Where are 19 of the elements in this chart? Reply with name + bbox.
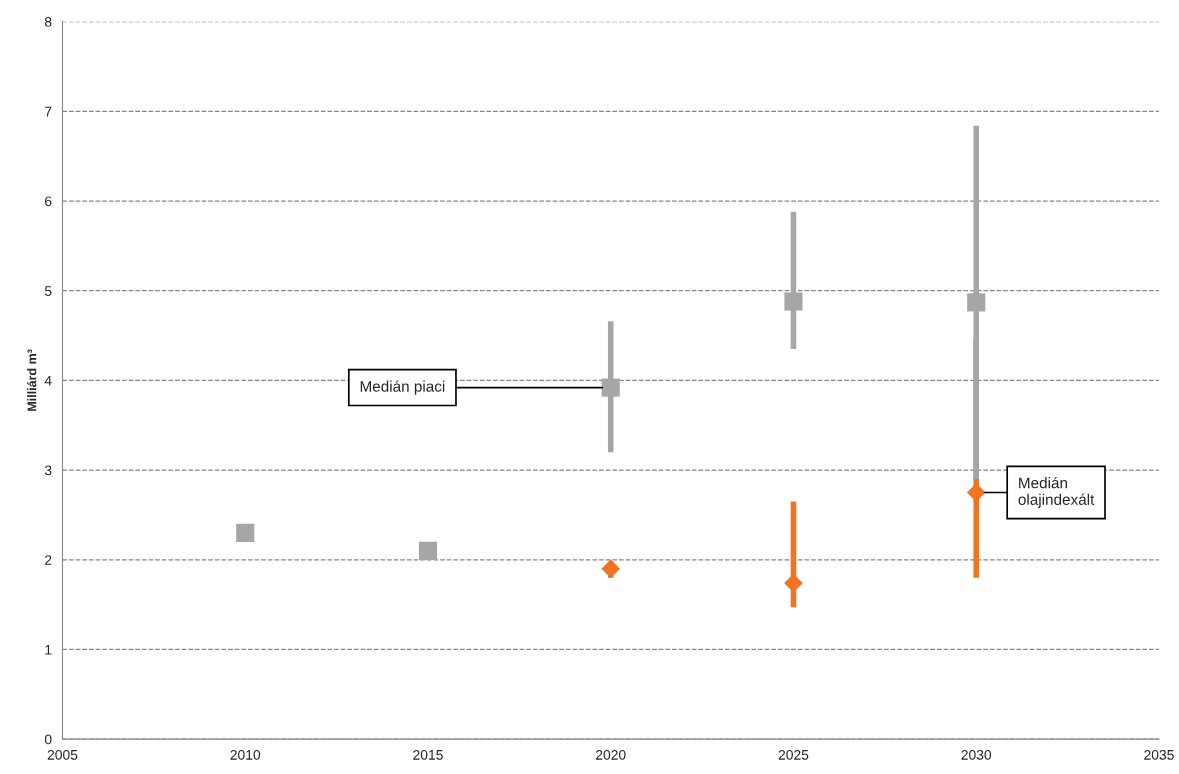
x-tick-label: 2010 [230,749,261,760]
x-tick-label: 2020 [595,749,626,760]
y-tick-label: 4 [44,375,52,386]
y-tick-label: 0 [44,734,52,745]
y-tick-label: 5 [44,286,52,296]
x-tick-label: 2025 [778,749,809,760]
y-tick-label: 6 [45,196,52,207]
y-axis-title: Milliárd m³ [27,349,37,411]
x-tick-label: 2015 [413,749,443,760]
y-tick-label: 2 [45,555,52,565]
y-tick-label: 8 [44,17,52,27]
x-tick-label: 2005 [47,749,78,760]
y-tick-label: 7 [45,106,52,117]
annotation: Medián piaci [360,380,445,395]
x-tick-label: 2035 [1144,749,1174,760]
annotation: Medián olajindexált [1018,476,1095,508]
y-tick-label: 3 [44,465,52,476]
x-tick-label: 2030 [961,749,992,760]
y-tick-label: 1 [45,644,52,655]
